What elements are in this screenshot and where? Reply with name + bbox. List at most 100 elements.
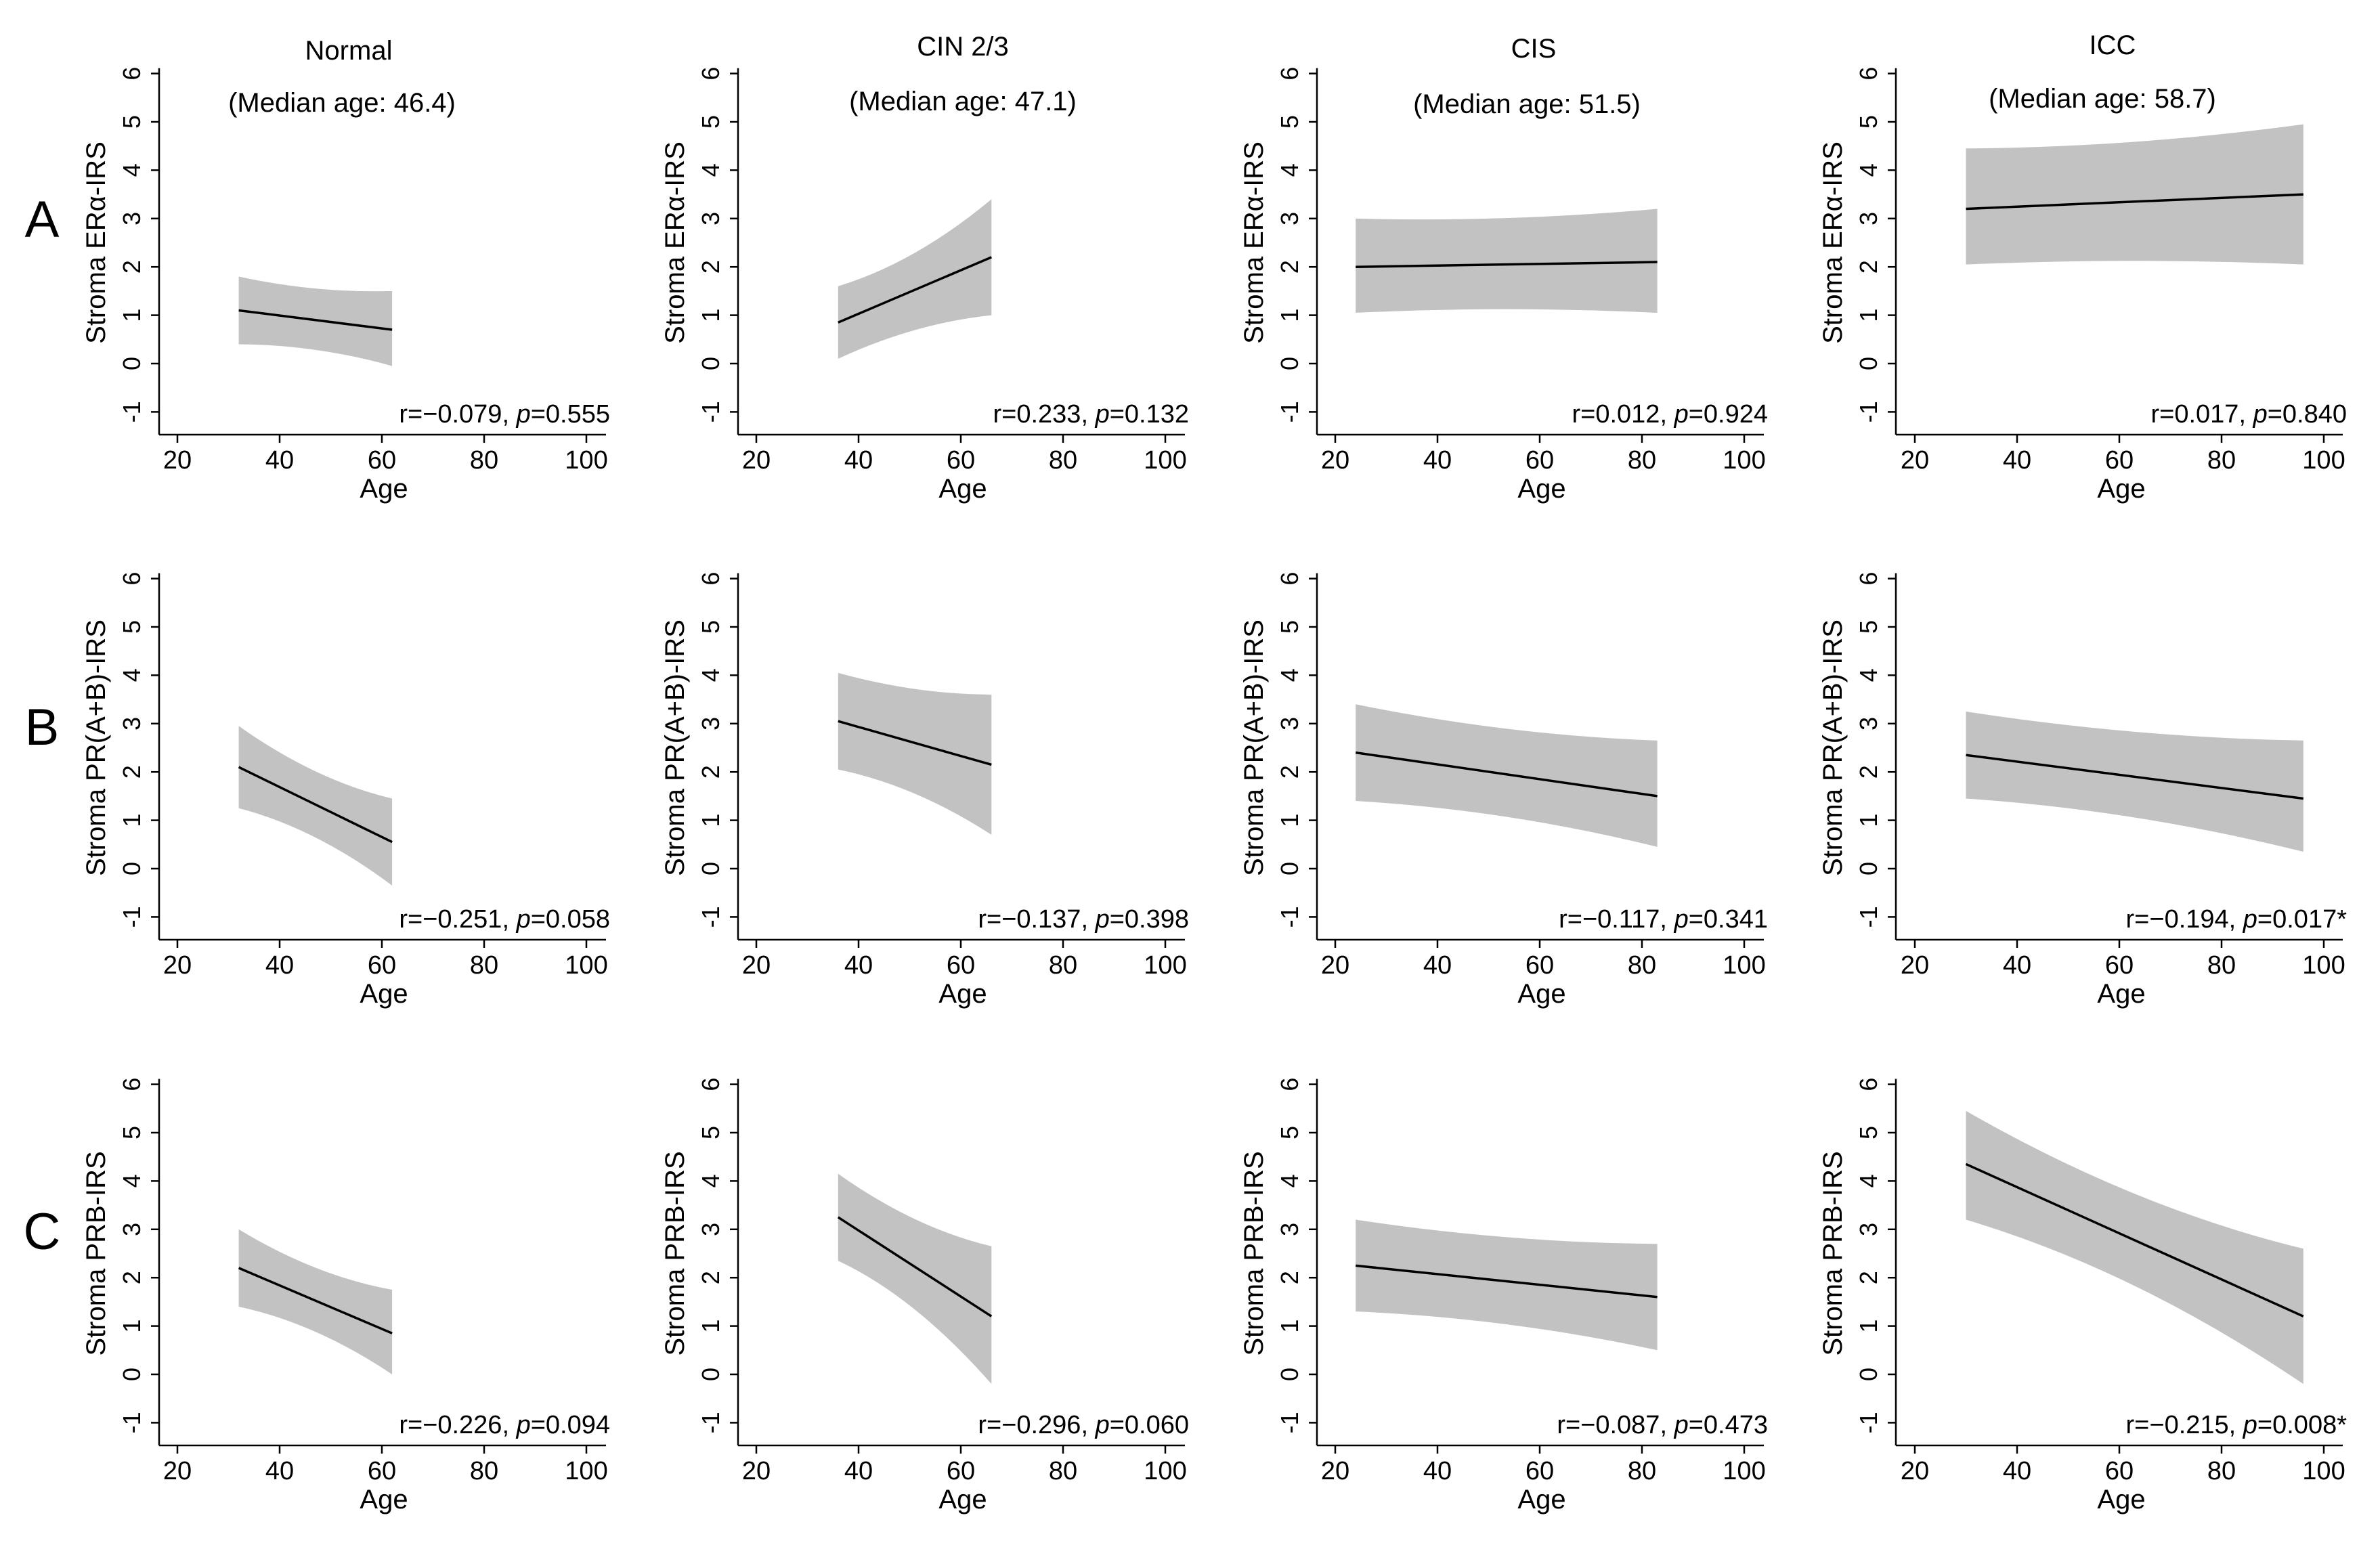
x-tick-label: 40 xyxy=(1423,446,1452,475)
stat-annotation: r=0.233, p=0.132 xyxy=(993,400,1190,429)
y-tick-label: 6 xyxy=(118,572,146,586)
x-tick-label: 60 xyxy=(1526,446,1554,475)
x-tick-label: 100 xyxy=(2302,1457,2345,1485)
x-tick-label: 40 xyxy=(844,446,873,475)
y-tick-label: 4 xyxy=(118,1174,146,1188)
y-tick-label: 3 xyxy=(118,1223,146,1236)
panel: -1 0 1 2 3 4 5 6 20 40 60 80 100 Age Stroma PR(A+B)-IR… xyxy=(1818,572,2347,1009)
y-tick-label: 2 xyxy=(1276,1271,1303,1284)
confidence-band xyxy=(838,199,992,359)
y-tick-label: 3 xyxy=(1855,1223,1882,1236)
column-title: CIN 2/3 xyxy=(917,32,1009,62)
panel: -1 0 1 2 3 4 5 6 20 40 60 80 100 Age Stroma ERα-IRS r=0… xyxy=(1239,67,1768,504)
stat-p-value: =0.058 xyxy=(531,905,610,934)
y-tick-label: -1 xyxy=(1276,1412,1303,1433)
x-tick-label: 20 xyxy=(1321,446,1349,475)
x-tick-label: 20 xyxy=(1901,446,1929,475)
row-label: B xyxy=(25,699,60,756)
y-tick-label: -1 xyxy=(1855,906,1882,928)
x-tick-label: 60 xyxy=(2105,1457,2134,1485)
y-tick-label: 6 xyxy=(1855,572,1882,586)
y-tick-label: 3 xyxy=(697,212,724,225)
x-tick-label: 80 xyxy=(1049,446,1077,475)
y-axis-title: Stroma ERα-IRS xyxy=(1818,141,1848,344)
panel: -1 0 1 2 3 4 5 6 20 40 60 80 100 Age Stroma ERα-IRS r=0… xyxy=(1818,67,2347,504)
stat-annotation: r=−0.296, p=0.060 xyxy=(978,1411,1189,1439)
y-tick-label: 1 xyxy=(1855,814,1882,827)
x-tick-label: 80 xyxy=(470,951,498,980)
stat-r: r=0.012, xyxy=(1572,400,1674,429)
confidence-band xyxy=(838,1173,992,1385)
x-tick-label: 20 xyxy=(1901,1457,1929,1485)
stat-p-label: p xyxy=(516,1411,531,1439)
confidence-band xyxy=(1966,711,2303,852)
stat-r: r=0.233, xyxy=(993,400,1096,429)
x-axis-title: Age xyxy=(1517,1485,1565,1515)
y-axis-title: Stroma PR(A+B)-IRS xyxy=(660,619,690,876)
stat-p-label: p xyxy=(2243,905,2257,934)
column-title: CIS xyxy=(1511,34,1557,64)
y-axis-title: Stroma PRB-IRS xyxy=(660,1151,690,1355)
y-tick-label: 6 xyxy=(118,1078,146,1091)
panel: -1 0 1 2 3 4 5 6 20 40 60 80 100 Age Stroma PR(A+B)-IR… xyxy=(1239,572,1768,1009)
y-tick-label: -1 xyxy=(1276,401,1303,422)
stat-annotation: r=−0.137, p=0.398 xyxy=(978,905,1189,934)
confidence-band xyxy=(1356,1219,1658,1351)
y-tick-label: 0 xyxy=(118,1368,146,1381)
x-tick-label: 20 xyxy=(163,951,192,980)
y-tick-label: 6 xyxy=(1276,67,1303,81)
x-tick-label: 60 xyxy=(368,446,396,475)
x-tick-label: 80 xyxy=(1049,951,1077,980)
y-tick-label: 0 xyxy=(1276,1368,1303,1381)
x-tick-label: 100 xyxy=(565,951,607,980)
x-tick-label: 100 xyxy=(2302,951,2345,980)
x-axis-title: Age xyxy=(938,1485,987,1515)
x-tick-label: 100 xyxy=(1723,1457,1765,1485)
x-axis-title: Age xyxy=(2097,474,2145,504)
x-tick-label: 80 xyxy=(470,446,498,475)
y-tick-label: 5 xyxy=(118,620,146,634)
stat-annotation: r=−0.194, p=0.017* xyxy=(2126,905,2347,934)
x-tick-label: 100 xyxy=(565,1457,607,1485)
stat-p-label: p xyxy=(516,905,531,934)
y-tick-label: -1 xyxy=(118,906,146,928)
y-tick-label: 2 xyxy=(697,765,724,779)
stat-annotation: r=−0.226, p=0.094 xyxy=(399,1411,610,1439)
y-tick-label: 6 xyxy=(118,67,146,81)
y-tick-label: 6 xyxy=(1855,67,1882,81)
x-tick-label: 80 xyxy=(1628,446,1656,475)
x-axis-title: Age xyxy=(360,979,408,1009)
y-tick-label: 4 xyxy=(1276,163,1303,177)
panel: -1 0 1 2 3 4 5 6 20 40 60 80 100 Age Stroma PRB-IRS r=−… xyxy=(660,1078,1189,1515)
stat-p-label: p xyxy=(516,400,531,429)
fit-line xyxy=(238,309,393,331)
y-tick-label: 2 xyxy=(1855,260,1882,274)
x-tick-label: 40 xyxy=(1423,951,1452,980)
stat-r: r=−0.296, xyxy=(978,1411,1095,1439)
y-axis-title: Stroma ERα-IRS xyxy=(81,141,111,344)
stat-p-value: =0.398 xyxy=(1110,905,1189,934)
x-tick-label: 100 xyxy=(1723,446,1765,475)
y-tick-label: 0 xyxy=(1276,862,1303,875)
panel: -1 0 1 2 3 4 5 6 20 40 60 80 100 Age Stroma PRB-IRS r=−… xyxy=(81,1078,610,1515)
x-tick-label: 100 xyxy=(1144,1457,1186,1485)
column-title: Normal xyxy=(305,36,393,66)
y-tick-label: -1 xyxy=(118,401,146,422)
y-tick-label: 0 xyxy=(1855,862,1882,875)
stat-p-label: p xyxy=(1674,905,1689,934)
x-tick-label: 20 xyxy=(742,951,771,980)
stat-r: r=−0.117, xyxy=(1559,905,1674,934)
stat-r: r=−0.226, xyxy=(399,1411,516,1439)
y-tick-label: 1 xyxy=(697,814,724,827)
x-axis-title: Age xyxy=(360,1485,408,1515)
x-tick-label: 60 xyxy=(368,951,396,980)
x-tick-label: 80 xyxy=(1628,951,1656,980)
x-axis-title: Age xyxy=(2097,979,2145,1009)
x-tick-label: 40 xyxy=(265,951,294,980)
y-tick-label: 0 xyxy=(697,357,724,370)
median-age-label: (Median age: 46.4) xyxy=(228,88,456,118)
y-tick-label: 0 xyxy=(697,1368,724,1381)
fit-line xyxy=(837,1216,993,1317)
y-tick-label: 5 xyxy=(1855,620,1882,634)
